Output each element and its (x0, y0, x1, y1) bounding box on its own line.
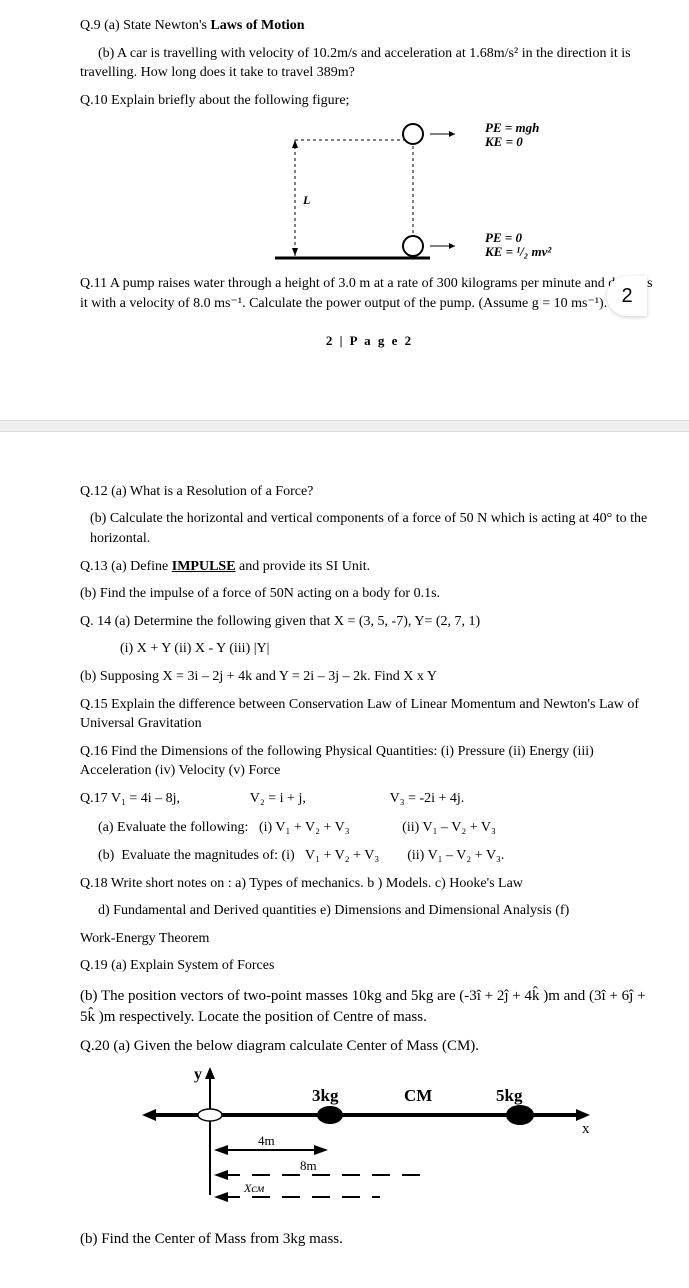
ke1-label: KE = 0 (484, 134, 523, 149)
m1-label: 3kg (312, 1086, 339, 1105)
q15: Q.15 Explain the difference between Cons… (80, 695, 659, 734)
d8-label: 8m (300, 1158, 317, 1173)
x-label: x (582, 1121, 590, 1137)
q10-figure: L PE = mgh KE = 0 PE = 0 KE = ¹/₂ mv² (155, 118, 585, 268)
q13-a2: and provide its SI Unit. (236, 559, 371, 574)
q16: Q.16 Find the Dimensions of the followin… (80, 742, 659, 781)
q19-b: (b) The position vectors of two-point ma… (80, 986, 659, 1028)
q13-a1: Q.13 (a) Define (80, 559, 172, 574)
q14-b: (b) Supposing X = 3i – 2j + 4k and Y = 2… (80, 667, 659, 687)
q17-a: (a) Evaluate the following: (i) V₁ + V₂ … (80, 818, 659, 838)
q18-2: d) Fundamental and Derived quantities e)… (80, 901, 659, 921)
ke2-label: KE = ¹/₂ mv² (484, 244, 552, 259)
pe1-label: PE = mgh (485, 120, 539, 135)
xcm-label: Xcм (243, 1181, 265, 1195)
q18-1: Q.18 Write short notes on : a) Types of … (80, 874, 659, 894)
pe2-label: PE = 0 (485, 230, 523, 245)
m2-label: 5kg (496, 1086, 523, 1105)
y-label: y (194, 1066, 202, 1083)
page-badge[interactable]: 2 (607, 276, 647, 316)
q9-b: (b) A car is travelling with velocity of… (80, 44, 659, 83)
q20-figure: y x 3kg CM 5kg 4m 8m Xcм (140, 1065, 600, 1215)
q9-a-text: Q.9 (a) State Newton's (80, 18, 210, 33)
q18-3: Work-Energy Theorem (80, 929, 659, 949)
q12-b: (b) Calculate the horizontal and vertica… (80, 509, 659, 548)
q10-text: Q.10 Explain briefly about the following… (80, 91, 659, 111)
q13-a-bold: IMPULSE (172, 559, 236, 574)
page-break (0, 420, 689, 432)
svg-text:L: L (302, 193, 310, 207)
q19-a: Q.19 (a) Explain System of Forces (80, 956, 659, 976)
q13-b: (b) Find the impulse of a force of 50N a… (80, 584, 659, 604)
q20-b: (b) Find the Center of Mass from 3kg mas… (80, 1229, 659, 1250)
q17-b: (b) Evaluate the magnitudes of: (i) V₁ +… (80, 846, 659, 866)
q12-a: Q.12 (a) What is a Resolution of a Force… (80, 482, 659, 502)
q17-head: Q.17 V₁ = 4i – 8j, V₂ = i + j, V₃ = -2i … (80, 789, 659, 809)
q9-a: Q.9 (a) State Newton's Laws of Motion (80, 16, 659, 36)
q13-a: Q.13 (a) Define IMPULSE and provide its … (80, 557, 659, 577)
q11-text: Q.11 A pump raises water through a heigh… (80, 274, 659, 313)
q14-a-sub: (i) X + Y (ii) X - Y (iii) |Y| (80, 639, 659, 659)
page-number: 2 | P a g e 2 (80, 332, 659, 350)
q20-a: Q.20 (a) Given the below diagram calcula… (80, 1036, 659, 1057)
q14-a: Q. 14 (a) Determine the following given … (80, 612, 659, 632)
cm-label: CM (404, 1086, 432, 1105)
d4-label: 4m (258, 1133, 275, 1148)
q9-a-bold: Laws of Motion (210, 18, 304, 33)
